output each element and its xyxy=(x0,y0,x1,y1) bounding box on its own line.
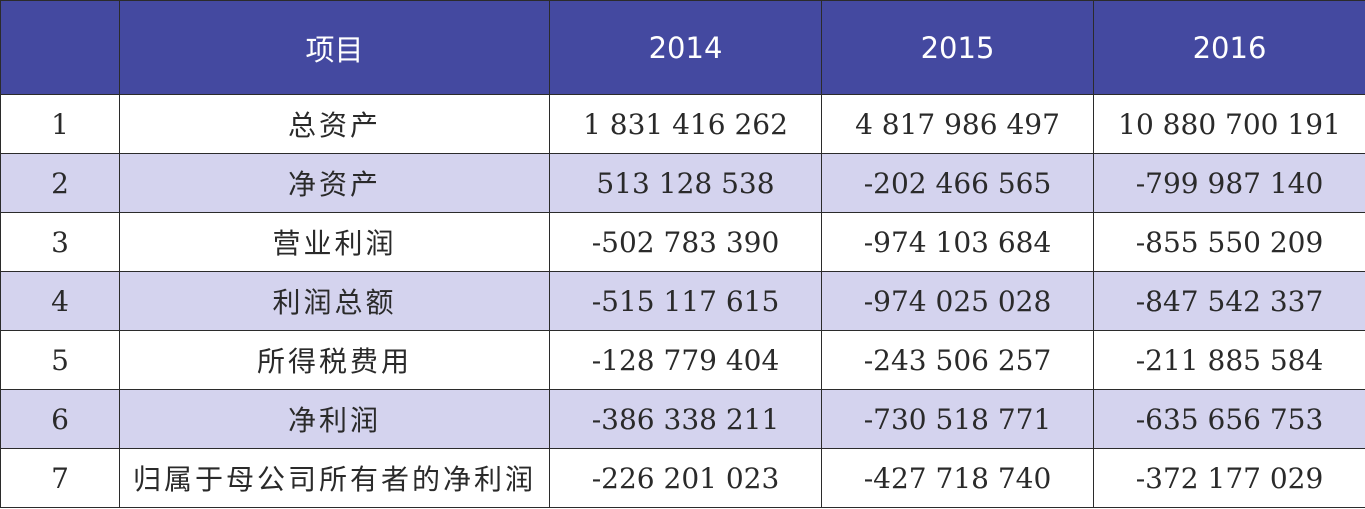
row-value-2014: 513 128 538 xyxy=(549,153,822,213)
table-body: 1 总资产 1 831 416 262 4 817 986 497 10 880… xyxy=(0,94,1365,508)
row-value-2016: 10 880 700 191 xyxy=(1093,94,1365,154)
row-value-2015: -730 518 771 xyxy=(821,389,1094,449)
header-year-2014: 2014 xyxy=(549,0,822,95)
table-row: 3 营业利润 -502 783 390 -974 103 684 -855 55… xyxy=(0,212,1365,272)
header-year-2015: 2015 xyxy=(821,0,1094,95)
row-item: 利润总额 xyxy=(119,271,550,331)
row-index: 3 xyxy=(0,212,120,272)
row-item: 净利润 xyxy=(119,389,550,449)
row-value-2015: -974 103 684 xyxy=(821,212,1094,272)
row-index: 1 xyxy=(0,94,120,154)
row-index: 5 xyxy=(0,330,120,390)
row-item: 总资产 xyxy=(119,94,550,154)
row-index: 6 xyxy=(0,389,120,449)
row-value-2016: -372 177 029 xyxy=(1093,448,1365,508)
row-value-2014: -386 338 211 xyxy=(549,389,822,449)
header-index-cell xyxy=(0,0,120,95)
header-year-2016: 2016 xyxy=(1093,0,1365,95)
row-value-2015: -202 466 565 xyxy=(821,153,1094,213)
row-value-2015: -974 025 028 xyxy=(821,271,1094,331)
row-value-2014: -515 117 615 xyxy=(549,271,822,331)
header-row: 项目 2014 2015 2016 xyxy=(0,0,1365,95)
row-value-2016: -635 656 753 xyxy=(1093,389,1365,449)
table-row: 6 净利润 -386 338 211 -730 518 771 -635 656… xyxy=(0,389,1365,449)
row-value-2014: -502 783 390 xyxy=(549,212,822,272)
row-value-2014: 1 831 416 262 xyxy=(549,94,822,154)
row-index: 7 xyxy=(0,448,120,508)
row-value-2016: -211 885 584 xyxy=(1093,330,1365,390)
row-value-2016: -855 550 209 xyxy=(1093,212,1365,272)
table-header: 项目 2014 2015 2016 xyxy=(0,0,1365,95)
table-row: 4 利润总额 -515 117 615 -974 025 028 -847 54… xyxy=(0,271,1365,331)
row-item: 归属于母公司所有者的净利润 xyxy=(119,448,550,508)
row-index: 4 xyxy=(0,271,120,331)
row-value-2015: 4 817 986 497 xyxy=(821,94,1094,154)
row-value-2014: -128 779 404 xyxy=(549,330,822,390)
row-item: 所得税费用 xyxy=(119,330,550,390)
table-row: 2 净资产 513 128 538 -202 466 565 -799 987 … xyxy=(0,153,1365,213)
row-value-2016: -799 987 140 xyxy=(1093,153,1365,213)
row-item: 净资产 xyxy=(119,153,550,213)
row-value-2016: -847 542 337 xyxy=(1093,271,1365,331)
table-row: 1 总资产 1 831 416 262 4 817 986 497 10 880… xyxy=(0,94,1365,154)
table-row: 7 归属于母公司所有者的净利润 -226 201 023 -427 718 74… xyxy=(0,448,1365,508)
row-item: 营业利润 xyxy=(119,212,550,272)
row-value-2014: -226 201 023 xyxy=(549,448,822,508)
table-row: 5 所得税费用 -128 779 404 -243 506 257 -211 8… xyxy=(0,330,1365,390)
row-value-2015: -243 506 257 xyxy=(821,330,1094,390)
header-item-cell: 项目 xyxy=(119,0,550,95)
row-index: 2 xyxy=(0,153,120,213)
row-value-2015: -427 718 740 xyxy=(821,448,1094,508)
